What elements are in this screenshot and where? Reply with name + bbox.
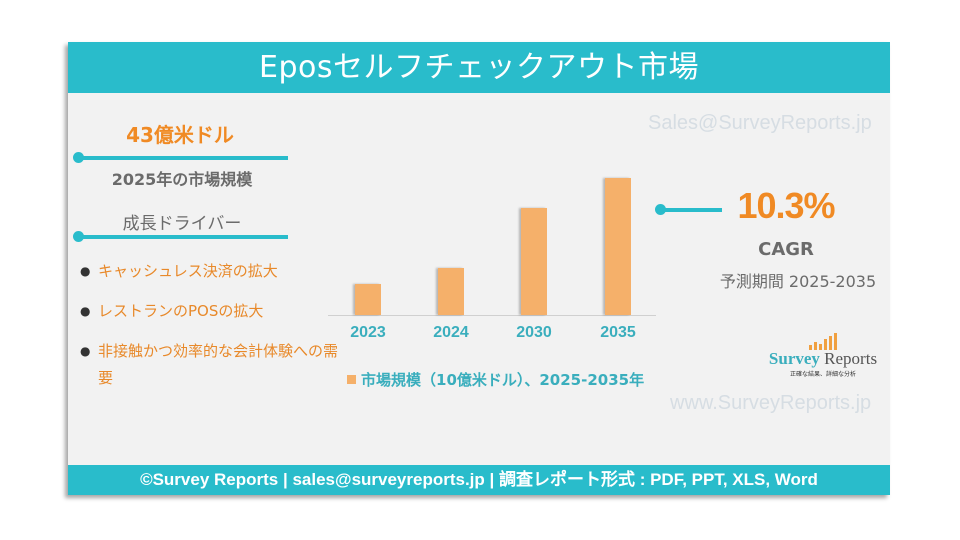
x-tick-label: 2023 xyxy=(350,324,386,341)
bar-chart-logo-icon xyxy=(758,332,888,350)
driver-item: ● レストランのPOSの拡大 xyxy=(74,298,349,325)
driver-item: ● 非接触かつ効率的な会計体験への需要 xyxy=(74,338,349,392)
bar-2023 xyxy=(355,284,381,315)
bar-2030 xyxy=(521,208,547,315)
legend-label: 市場規模（10億米ドル）、2025-2035年 xyxy=(361,371,645,389)
bar-2024 xyxy=(438,268,464,315)
forecast-period: 予測期間 2025-2035 xyxy=(719,272,877,291)
bullet-icon: ● xyxy=(80,304,91,318)
driver-item: ● キャッシュレス決済の拡大 xyxy=(74,258,349,285)
bar-chart: 2023 2024 2030 2035 xyxy=(328,162,658,372)
bar-2035 xyxy=(605,178,631,315)
x-tick-label: 2024 xyxy=(433,324,469,341)
market-size-value: 43億米ドル xyxy=(126,123,234,147)
bullet-icon: ● xyxy=(80,344,91,358)
footer-bar: ©Survey Reports | sales@surveyreports.jp… xyxy=(68,465,890,495)
infographic-panel: Eposセルフチェックアウト市場 Sales@SurveyReports.jp … xyxy=(68,42,890,495)
connector-line xyxy=(78,235,288,239)
cagr-value: 10.3% xyxy=(737,185,835,226)
watermark-website: www.SurveyReports.jp xyxy=(670,392,872,414)
growth-drivers-list: ● キャッシュレス決済の拡大 ● レストランのPOSの拡大 ● 非接触かつ効率的な会計… xyxy=(74,258,349,405)
legend-swatch-icon xyxy=(347,375,356,384)
cagr-label: CAGR xyxy=(758,239,814,260)
chart-legend: 市場規模（10億米ドル）、2025-2035年 xyxy=(347,369,644,390)
logo-tagline: 正確な結果、詳細な分析 xyxy=(789,371,856,378)
growth-drivers-title: 成長ドライバー xyxy=(122,214,242,234)
bullet-icon: ● xyxy=(80,264,91,278)
logo-text: Survey Reports xyxy=(768,349,878,368)
x-tick-label: 2035 xyxy=(600,324,636,341)
x-tick-label: 2030 xyxy=(516,324,552,341)
survey-reports-logo: Survey Reports 正確な結果、詳細な分析 xyxy=(758,332,888,378)
page-title: Eposセルフチェックアウト市場 xyxy=(68,42,890,93)
market-size-label: 2025年の市場規模 xyxy=(111,170,253,189)
connector-line xyxy=(660,208,722,212)
x-axis-line xyxy=(328,315,656,316)
connector-line xyxy=(78,156,288,160)
watermark-email: Sales@SurveyReports.jp xyxy=(648,112,872,134)
